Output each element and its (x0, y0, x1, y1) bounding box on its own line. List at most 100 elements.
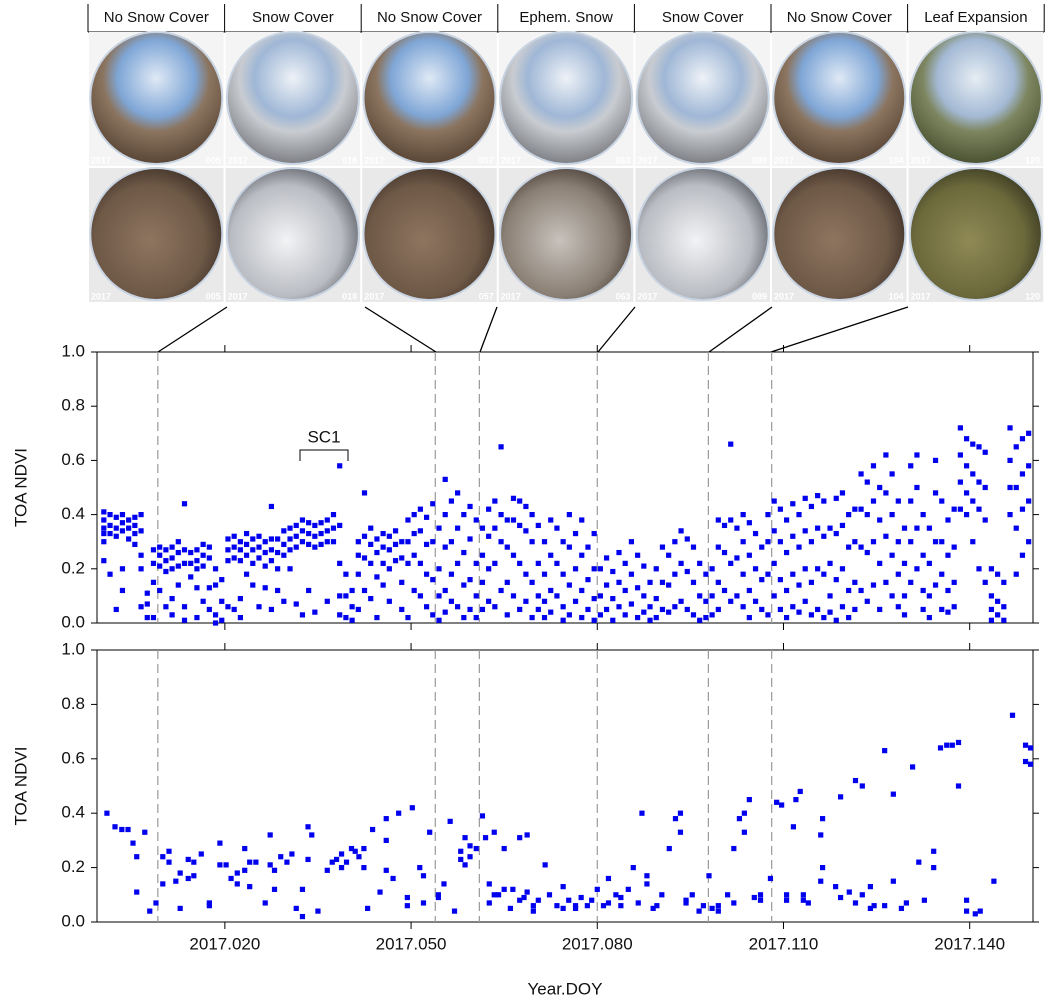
point (447, 818, 453, 824)
point (939, 606, 945, 613)
point (783, 614, 790, 621)
point (212, 612, 219, 618)
point (293, 533, 299, 539)
point (920, 512, 926, 518)
y-axis-title: TOA NDVI (11, 746, 30, 825)
point (423, 571, 430, 577)
point (462, 835, 468, 841)
point (275, 536, 281, 542)
point (231, 544, 237, 550)
point (802, 495, 808, 501)
point (864, 598, 870, 604)
point (329, 859, 335, 865)
point (435, 894, 441, 901)
point (709, 566, 715, 572)
point (759, 544, 765, 550)
point (715, 544, 721, 550)
point (361, 533, 368, 539)
point (926, 614, 932, 621)
point (383, 816, 389, 822)
point (343, 571, 349, 577)
point (548, 517, 554, 523)
x-tick-label: 2017.140 (934, 934, 1005, 953)
point (572, 566, 579, 572)
point (517, 560, 523, 566)
point (268, 558, 275, 564)
point (740, 539, 746, 545)
point (677, 810, 684, 816)
point (926, 593, 932, 599)
point (882, 903, 888, 909)
point (181, 547, 188, 553)
point (821, 533, 827, 539)
point (349, 617, 355, 623)
point (852, 539, 858, 545)
point (639, 810, 645, 816)
point (492, 604, 498, 610)
point (405, 560, 411, 566)
point (330, 539, 337, 545)
point (579, 552, 585, 558)
point (523, 571, 529, 577)
point (757, 892, 764, 898)
point (790, 604, 796, 610)
point (157, 552, 163, 558)
chart-panel: 0.0 0.2 0.4 0.6 0.8 1.0 2017.020 2017.050 2017.0… (11, 639, 1039, 998)
point (852, 606, 858, 613)
point (783, 517, 790, 523)
point (963, 512, 970, 518)
point (510, 495, 517, 501)
photo-doy: 057 (479, 155, 494, 165)
point (808, 539, 815, 545)
point (777, 539, 783, 545)
point (709, 905, 715, 911)
point (653, 566, 659, 572)
point (392, 528, 399, 534)
point (672, 571, 678, 577)
point (827, 609, 833, 615)
point (560, 617, 566, 623)
point (157, 544, 163, 550)
point (833, 884, 839, 890)
point (746, 552, 752, 558)
photo (908, 167, 1043, 301)
point (250, 536, 256, 542)
point (355, 552, 361, 558)
point (1022, 742, 1029, 748)
point (405, 539, 411, 545)
point (250, 560, 256, 566)
point (441, 881, 447, 887)
point (404, 903, 410, 909)
y-tick-label: 1.0 (61, 639, 85, 658)
point (951, 604, 957, 610)
point (610, 617, 616, 623)
point (945, 609, 951, 615)
point (790, 571, 796, 577)
point (1027, 745, 1034, 751)
point (247, 884, 253, 890)
point (293, 522, 299, 529)
point (212, 582, 219, 588)
point (746, 587, 752, 594)
x-axis-title: Year.DOY (528, 979, 603, 998)
point (554, 903, 560, 909)
point (191, 873, 197, 879)
point (689, 892, 695, 898)
point (144, 614, 150, 621)
point (175, 539, 181, 545)
point (903, 900, 909, 906)
point (963, 490, 970, 496)
point (709, 612, 715, 618)
point (306, 520, 312, 526)
point (175, 549, 181, 556)
point (299, 517, 306, 523)
point (262, 563, 268, 569)
point (491, 892, 497, 898)
point (281, 552, 287, 558)
photo-year: 2017 (637, 155, 657, 165)
point (690, 579, 697, 585)
point (305, 824, 311, 830)
point (237, 614, 243, 621)
point (721, 587, 728, 594)
photo-year: 2017 (911, 155, 931, 165)
